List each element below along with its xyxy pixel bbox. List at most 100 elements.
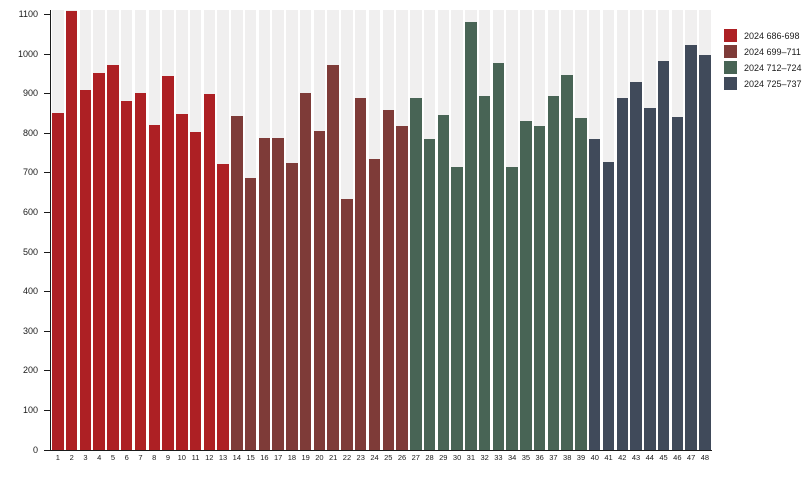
- bar-slot: [147, 10, 161, 450]
- legend-item: 2024 712–724: [724, 61, 802, 74]
- x-tick-label: 24: [370, 453, 379, 462]
- bar-slot: [51, 10, 65, 450]
- y-tick-mark: [44, 409, 50, 411]
- bar: [176, 114, 188, 450]
- bar-slot: [395, 10, 409, 450]
- bar-slot: [423, 10, 437, 450]
- x-tick-label: 5: [110, 453, 116, 462]
- bar-slot: [519, 10, 533, 450]
- y-tick-mark: [44, 53, 50, 55]
- bar-slot: [436, 10, 450, 450]
- x-tick-label: 29: [439, 453, 448, 462]
- x-tick-label: 17: [273, 453, 283, 462]
- x-tick-label: 38: [563, 453, 572, 462]
- bar: [644, 107, 656, 450]
- x-tick-label: 10: [177, 453, 186, 462]
- x-tick-label: 33: [494, 453, 503, 462]
- bar: [492, 62, 505, 450]
- y-tick-mark: [44, 14, 50, 15]
- bar-slot: [340, 10, 354, 450]
- bar: [272, 138, 284, 450]
- bar-slot: [698, 10, 712, 450]
- y-tick-label: 1100: [18, 9, 38, 19]
- bar-slot: [244, 10, 258, 450]
- legend-label: 2024 699–711: [744, 46, 801, 57]
- x-tick-label: 1: [55, 453, 60, 462]
- bar: [327, 65, 339, 450]
- bar: [368, 159, 381, 450]
- bar-slot: [643, 10, 657, 450]
- bar: [203, 93, 216, 450]
- bar-slot: [505, 10, 519, 450]
- x-tick-label: 37: [549, 453, 558, 462]
- y-tick-label: 500: [22, 246, 38, 257]
- x-tick-label: 45: [659, 453, 668, 462]
- bar: [341, 198, 353, 450]
- legend-label: 2024 712–724: [744, 62, 802, 73]
- x-tick-label: 40: [590, 453, 599, 462]
- x-tick-label: 36: [535, 453, 544, 462]
- bar: [189, 132, 202, 450]
- bar: [575, 118, 587, 450]
- bar-slot: [313, 10, 327, 450]
- x-tick-label: 28: [425, 453, 434, 462]
- legend-swatch: [724, 77, 737, 90]
- y-axis-line: [50, 10, 51, 450]
- bar: [506, 166, 518, 450]
- x-tick-label: 34: [507, 453, 517, 462]
- bar-slot: [588, 10, 602, 450]
- bar: [616, 98, 628, 450]
- y-tick-mark: [44, 132, 50, 134]
- bar: [120, 100, 133, 450]
- bar-slot: [189, 10, 203, 450]
- bar-slot: [106, 10, 120, 450]
- bar-slot: [230, 10, 244, 450]
- bar-slot: [615, 10, 629, 450]
- y-tick-mark: [44, 172, 50, 174]
- y-tick-label: 100: [22, 404, 38, 415]
- bar-slot: [670, 10, 684, 450]
- bar: [65, 10, 78, 450]
- bar: [589, 139, 601, 450]
- x-tick-label: 8: [152, 453, 157, 462]
- y-tick-mark: [44, 211, 50, 213]
- x-tick-label: 21: [329, 453, 338, 462]
- bar-slot: [354, 10, 368, 450]
- bar-slot: [134, 10, 148, 450]
- x-tick-label: 16: [260, 453, 269, 462]
- y-tick-mark: [44, 330, 50, 332]
- bar: [231, 116, 243, 450]
- x-tick-label: 11: [191, 453, 200, 462]
- bar-slot: [560, 10, 574, 450]
- bar: [520, 121, 532, 450]
- bar: [217, 164, 229, 450]
- bar: [396, 126, 408, 450]
- x-tick-label: 22: [342, 453, 352, 462]
- x-tick-label: 6: [124, 453, 129, 462]
- y-tick-label: 1000: [17, 48, 38, 59]
- legend-item: 2024 699–711: [724, 45, 802, 58]
- bar-slot: [79, 10, 93, 450]
- legend-item: 2024 725–737: [724, 77, 802, 90]
- plot-area: [51, 10, 712, 450]
- bar: [258, 138, 271, 450]
- y-tick-label: 0: [32, 444, 38, 455]
- bar: [162, 75, 174, 450]
- y-tick-mark: [44, 291, 50, 293]
- bar: [685, 45, 697, 450]
- x-tick-label: 2: [69, 453, 74, 462]
- bar-slot: [120, 10, 134, 450]
- bar-slot: [216, 10, 230, 450]
- bar: [286, 162, 298, 450]
- bar: [602, 162, 615, 450]
- bar-slot: [285, 10, 299, 450]
- x-axis-line: [50, 450, 712, 451]
- bar-slot: [657, 10, 671, 450]
- y-tick-label: 200: [22, 365, 38, 376]
- x-tick-label: 25: [384, 453, 393, 462]
- x-tick-label: 35: [521, 453, 531, 462]
- bar: [410, 98, 422, 450]
- x-tick-label: 14: [232, 453, 241, 462]
- bar-slot: [602, 10, 616, 450]
